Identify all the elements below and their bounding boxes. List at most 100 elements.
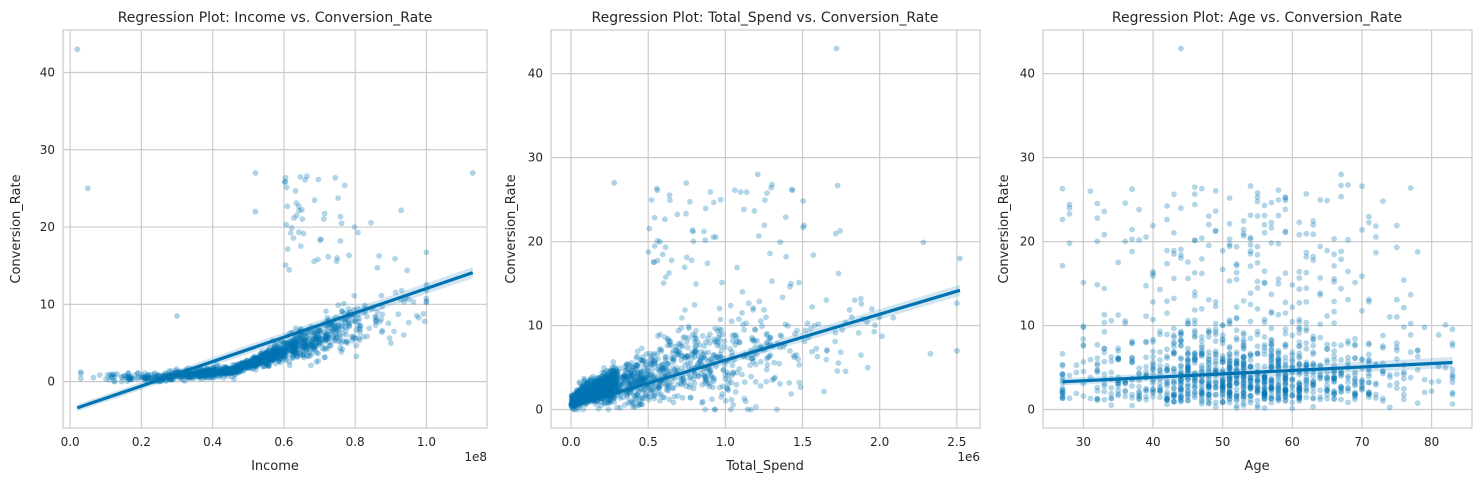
data-point xyxy=(1185,351,1191,357)
data-point xyxy=(1150,348,1156,355)
data-point xyxy=(215,368,222,375)
data-point xyxy=(258,353,265,360)
data-point xyxy=(244,362,251,369)
data-point xyxy=(423,249,430,256)
data-point xyxy=(229,373,235,380)
data-point xyxy=(1226,390,1233,396)
data-point xyxy=(274,345,281,352)
data-point xyxy=(201,372,208,379)
data-point xyxy=(1143,313,1149,320)
data-point xyxy=(662,382,669,388)
data-point xyxy=(225,368,232,375)
data-point xyxy=(1310,403,1317,410)
data-point xyxy=(1164,331,1170,338)
data-point xyxy=(1289,318,1296,325)
data-point xyxy=(1407,291,1414,298)
data-point xyxy=(239,361,246,367)
data-point xyxy=(302,345,309,351)
data-point xyxy=(1296,268,1303,275)
data-point xyxy=(751,208,758,214)
data-point xyxy=(264,350,271,357)
data-point xyxy=(324,336,331,342)
data-point xyxy=(1247,318,1254,325)
data-point xyxy=(300,335,307,342)
data-point xyxy=(185,372,191,379)
data-point xyxy=(277,355,284,362)
data-point xyxy=(236,367,243,374)
data-point xyxy=(1296,219,1303,226)
data-point xyxy=(1352,355,1358,361)
data-point xyxy=(1289,399,1296,406)
data-point xyxy=(1338,342,1344,349)
data-point xyxy=(263,355,270,362)
data-point xyxy=(834,182,841,189)
data-point xyxy=(1212,227,1219,234)
data-point xyxy=(227,366,234,372)
data-point xyxy=(691,302,698,308)
data-point xyxy=(195,371,202,378)
data-point xyxy=(243,361,250,368)
data-point xyxy=(751,326,758,333)
data-point xyxy=(309,342,315,349)
data-point xyxy=(789,187,796,194)
data-point xyxy=(1303,340,1310,346)
data-point xyxy=(281,353,287,360)
data-point xyxy=(271,346,278,352)
data-point xyxy=(1254,378,1261,384)
data-point xyxy=(223,364,230,371)
data-point xyxy=(314,331,321,337)
data-point xyxy=(1303,249,1310,256)
data-point xyxy=(699,333,706,339)
data-point xyxy=(284,352,291,359)
data-point xyxy=(291,346,298,353)
data-point xyxy=(1164,380,1170,387)
data-point xyxy=(1122,387,1129,394)
data-point xyxy=(279,346,286,353)
data-point xyxy=(265,356,271,363)
data-point xyxy=(282,174,289,181)
data-point xyxy=(233,363,239,370)
data-point xyxy=(324,314,331,321)
data-point xyxy=(122,373,129,379)
data-point xyxy=(659,394,666,401)
data-point xyxy=(651,214,658,221)
data-point xyxy=(223,368,230,375)
data-point xyxy=(1087,188,1094,195)
data-point xyxy=(786,380,793,386)
data-point xyxy=(238,362,245,369)
data-point xyxy=(378,316,385,323)
data-point xyxy=(194,372,201,379)
data-point xyxy=(644,364,651,371)
data-point xyxy=(1289,356,1296,363)
data-point xyxy=(797,384,804,391)
data-point xyxy=(1421,389,1428,396)
data-point xyxy=(265,362,272,369)
data-point xyxy=(864,364,871,371)
data-point xyxy=(687,198,693,205)
data-point xyxy=(330,334,336,341)
data-point xyxy=(281,350,287,357)
x-axis-label: Age xyxy=(1244,459,1269,474)
data-point xyxy=(1310,257,1317,264)
data-point xyxy=(701,228,707,235)
data-point xyxy=(855,329,862,336)
data-point xyxy=(1143,338,1149,345)
data-point xyxy=(1366,213,1372,220)
data-point xyxy=(269,356,276,363)
data-point xyxy=(1407,185,1414,191)
data-point xyxy=(1268,377,1275,384)
data-point xyxy=(262,361,269,367)
data-point xyxy=(262,358,269,364)
data-point xyxy=(1129,395,1135,401)
data-point xyxy=(252,360,258,366)
data-point xyxy=(1268,364,1275,370)
data-point xyxy=(1066,205,1073,211)
data-point xyxy=(1331,263,1337,269)
data-point xyxy=(385,320,392,327)
data-point xyxy=(274,355,281,361)
data-point xyxy=(350,318,356,325)
data-point xyxy=(332,174,339,181)
data-point xyxy=(288,347,294,354)
data-point xyxy=(1317,334,1324,341)
data-point xyxy=(204,371,211,378)
